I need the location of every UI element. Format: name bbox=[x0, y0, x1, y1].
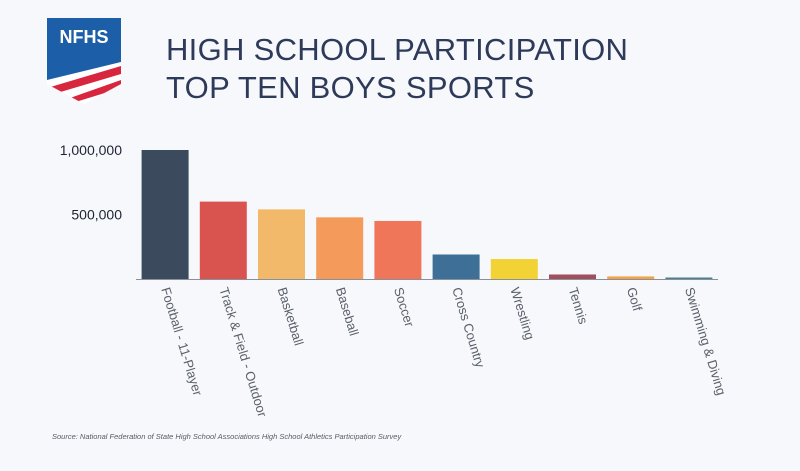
y-tick-label: 1,000,000 bbox=[60, 142, 122, 158]
logo-text: NFHS bbox=[60, 27, 109, 47]
x-tick-label: Football - 11-Player bbox=[158, 285, 205, 398]
title-line-2: TOP TEN BOYS SPORTS bbox=[166, 70, 535, 105]
x-tick-label: Track & Field - Outdoor bbox=[216, 285, 270, 419]
bar bbox=[665, 277, 713, 279]
bar bbox=[316, 217, 364, 279]
x-tick-label: Golf bbox=[624, 285, 645, 313]
title-line-1: HIGH SCHOOL PARTICIPATION bbox=[166, 32, 629, 67]
bar bbox=[607, 276, 655, 279]
bar bbox=[141, 150, 189, 279]
x-tick-label: Tennis bbox=[566, 285, 591, 326]
x-tick-label: Soccer bbox=[391, 285, 417, 329]
x-tick-label: Baseball bbox=[333, 285, 362, 337]
y-tick-label: 500,000 bbox=[71, 207, 122, 223]
bar bbox=[432, 254, 480, 279]
bar bbox=[258, 209, 305, 279]
bar bbox=[549, 274, 596, 279]
x-tick-label: Cross Country bbox=[449, 285, 488, 369]
chart-title: HIGH SCHOOL PARTICIPATION TOP TEN BOYS S… bbox=[166, 31, 628, 107]
x-tick-label: Wrestling bbox=[507, 285, 537, 341]
nfhs-logo: NFHS bbox=[47, 18, 121, 104]
source-note: Source: National Federation of State Hig… bbox=[52, 432, 402, 441]
bar bbox=[490, 259, 538, 279]
bar bbox=[199, 201, 247, 279]
x-tick-label: Swimming & Diving bbox=[682, 285, 729, 396]
bar bbox=[374, 220, 422, 279]
x-tick-label: Basketball bbox=[275, 285, 307, 347]
